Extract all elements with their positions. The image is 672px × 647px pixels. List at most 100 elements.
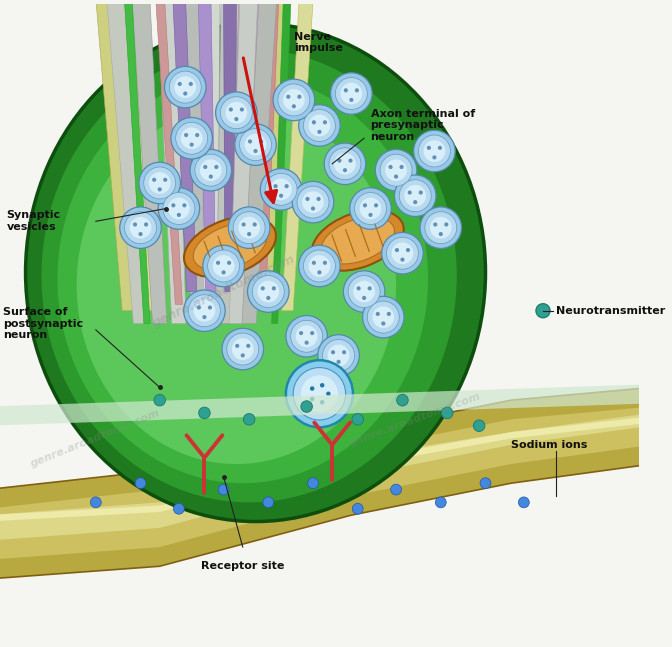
Ellipse shape [183,290,225,331]
Polygon shape [244,0,262,292]
Ellipse shape [208,250,239,282]
Ellipse shape [183,91,187,96]
Ellipse shape [253,149,257,153]
Ellipse shape [394,175,398,179]
Ellipse shape [414,130,455,172]
Ellipse shape [261,286,265,291]
Ellipse shape [310,386,314,391]
Ellipse shape [228,207,270,248]
Ellipse shape [253,223,257,226]
Text: genre.aroadtome.com: genre.aroadtome.com [348,391,482,448]
Ellipse shape [382,232,423,274]
Ellipse shape [399,180,431,212]
Ellipse shape [392,243,413,264]
Polygon shape [0,416,652,521]
Ellipse shape [432,155,437,159]
Ellipse shape [357,286,361,291]
Ellipse shape [320,400,325,404]
Ellipse shape [144,167,175,199]
Ellipse shape [239,129,271,160]
Ellipse shape [321,217,394,264]
Ellipse shape [292,181,334,223]
Ellipse shape [218,484,229,495]
Ellipse shape [214,165,218,169]
Ellipse shape [175,122,208,154]
Ellipse shape [177,213,181,217]
Ellipse shape [317,270,321,274]
Ellipse shape [310,331,314,335]
Ellipse shape [311,206,315,210]
Ellipse shape [323,261,327,265]
Ellipse shape [385,159,407,181]
Polygon shape [0,413,652,541]
Polygon shape [95,0,133,311]
Ellipse shape [308,115,330,137]
Ellipse shape [232,338,253,360]
Ellipse shape [194,223,267,270]
Ellipse shape [308,255,330,277]
Ellipse shape [152,178,157,182]
Polygon shape [0,406,652,560]
Text: genre.aroadtome.com: genre.aroadtome.com [150,253,297,331]
Ellipse shape [312,210,404,271]
Ellipse shape [257,281,279,302]
Ellipse shape [304,109,335,142]
Ellipse shape [154,395,165,406]
Ellipse shape [77,106,396,464]
Ellipse shape [381,322,385,325]
Ellipse shape [323,120,327,124]
Polygon shape [224,0,237,292]
Ellipse shape [189,82,193,86]
Ellipse shape [328,345,349,366]
Ellipse shape [299,331,303,335]
Ellipse shape [394,175,436,217]
Ellipse shape [423,140,446,162]
Ellipse shape [293,367,345,420]
Ellipse shape [278,84,310,116]
Ellipse shape [246,344,251,348]
Ellipse shape [175,76,196,98]
Ellipse shape [305,197,310,201]
Ellipse shape [324,143,366,184]
Ellipse shape [480,477,491,488]
Ellipse shape [343,168,347,172]
Polygon shape [263,0,288,311]
Ellipse shape [235,117,239,121]
Ellipse shape [273,79,314,121]
Ellipse shape [353,281,375,302]
Ellipse shape [297,94,302,99]
Ellipse shape [169,71,201,103]
Ellipse shape [292,104,296,109]
Ellipse shape [247,271,289,313]
Ellipse shape [171,203,175,208]
Polygon shape [173,0,197,292]
Ellipse shape [388,165,392,169]
Ellipse shape [344,88,348,93]
Ellipse shape [286,360,353,427]
Ellipse shape [200,159,222,181]
Ellipse shape [400,165,404,169]
Ellipse shape [326,391,331,396]
Ellipse shape [362,296,366,300]
Ellipse shape [171,118,212,159]
Ellipse shape [165,67,206,108]
Ellipse shape [208,305,212,310]
Text: Synaptic
vesicles: Synaptic vesicles [7,210,60,232]
Ellipse shape [291,320,323,352]
Text: Axon terminal of
presynaptic
neuron: Axon terminal of presynaptic neuron [370,109,474,142]
Ellipse shape [390,484,401,495]
Ellipse shape [320,383,325,388]
Ellipse shape [401,258,405,261]
Polygon shape [157,0,186,324]
Ellipse shape [348,159,353,162]
Ellipse shape [352,413,364,425]
Ellipse shape [197,305,201,310]
Ellipse shape [284,184,289,188]
Ellipse shape [209,175,213,179]
Ellipse shape [430,217,452,239]
Ellipse shape [226,333,259,365]
Ellipse shape [279,193,283,198]
Ellipse shape [181,127,202,149]
Ellipse shape [124,212,157,244]
Ellipse shape [419,135,450,167]
